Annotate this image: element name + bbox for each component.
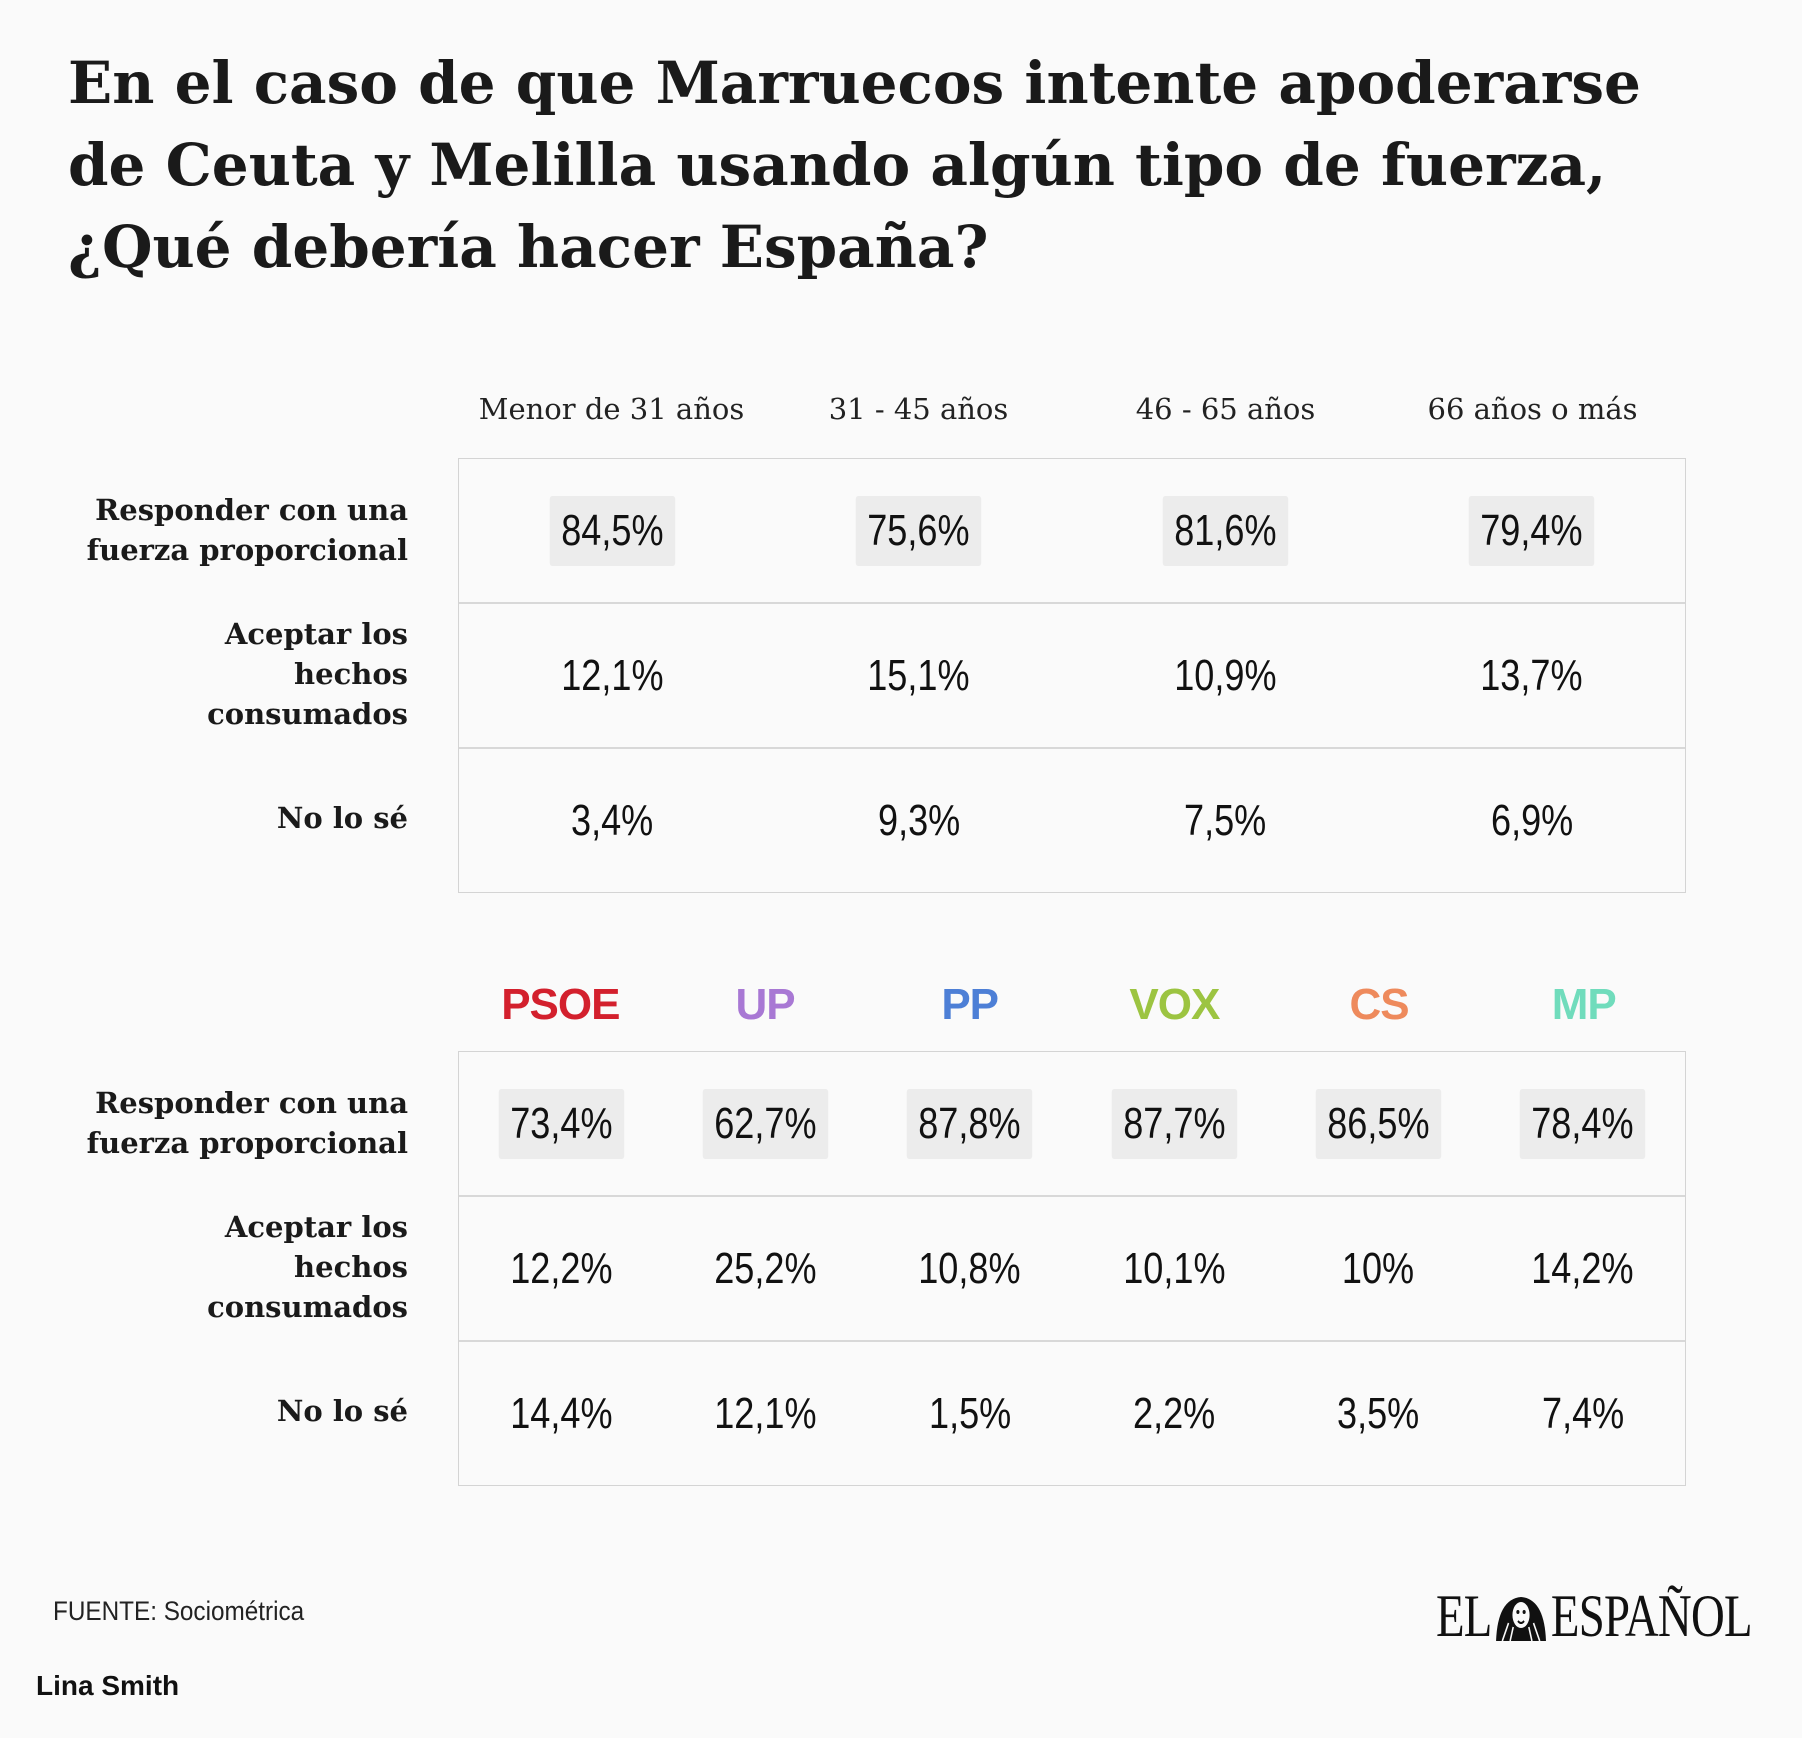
age-headers: Menor de 31 años 31 - 45 años 46 - 65 añ… [458,392,1686,426]
cell-value: 13,7% [1480,650,1583,700]
row-label: No lo sé [276,801,408,835]
table-row: 12,2% 25,2% 10,8% 10,1% 10% 14,2% [459,1197,1685,1342]
column-header: 66 años o más [1427,392,1638,426]
table-cell: 81,6% [1072,459,1379,602]
table-cell: 25,2% [663,1197,867,1340]
logo-text: EL [1436,1583,1492,1649]
party-headers: PSOE UP PP VOX CS MP [458,980,1686,1030]
row-label: Aceptar los hechos consumados [207,1210,408,1324]
table-cell: 75,6% [766,459,1073,602]
party-header: VOX [1129,980,1220,1029]
row-label: Responder con una fuerza proporcional [86,493,408,567]
column-header: 31 - 45 años [828,392,1009,426]
cell-value: 10% [1342,1243,1415,1293]
logo-text: ESPAÑOL [1550,1583,1753,1649]
cell-value: 7,4% [1541,1388,1624,1438]
cell-value: 25,2% [714,1243,817,1293]
cell-value: 12,1% [561,650,664,700]
cell-value: 12,2% [510,1243,613,1293]
table-cell: 7,4% [1481,1342,1685,1485]
cell-value: 62,7% [702,1088,829,1159]
table-cell: 6,9% [1379,749,1686,892]
table-cell: 3,4% [459,749,766,892]
table-cell: 12,1% [663,1342,867,1485]
cell-value: 86,5% [1315,1088,1442,1159]
source-note: FUENTE: Sociométrica [53,1596,305,1626]
table-cell: 15,1% [766,604,1073,747]
table-cell: 73,4% [459,1052,663,1195]
cell-value: 3,5% [1337,1388,1420,1438]
column-header: 46 - 65 años [1135,392,1316,426]
table-cell: 87,7% [1072,1052,1276,1195]
table-row: 3,4% 9,3% 7,5% 6,9% [459,749,1685,892]
cell-value: 79,4% [1469,495,1595,566]
table-cell: 78,4% [1481,1052,1685,1195]
cell-value: 3,4% [571,795,654,845]
row-label: Aceptar los hechos consumados [207,617,408,731]
cell-value: 9,3% [877,795,960,845]
cell-value: 14,4% [510,1388,613,1438]
cell-value: 81,6% [1162,495,1288,566]
table-cell: 12,1% [459,604,766,747]
table-cell: 7,5% [1072,749,1379,892]
page-title: En el caso de que Marruecos intente apod… [68,49,1641,281]
cell-value: 14,2% [1531,1243,1634,1293]
cell-value: 12,1% [714,1388,817,1438]
party-header: CS [1349,980,1409,1029]
el-espanol-logo: EL ESPAÑOL [1436,1582,1753,1651]
cell-value: 10,1% [1122,1243,1226,1293]
party-table: 73,4% 62,7% 87,8% 87,7% 86,5% 78,4% 12,2% 25,2%… [458,1051,1686,1486]
cell-value: 7,5% [1184,795,1267,845]
party-header: UP [735,980,795,1029]
cell-value: 75,6% [856,495,982,566]
table-cell: 87,8% [868,1052,1072,1195]
row-label: Responder con una fuerza proporcional [86,1086,408,1160]
party-header: PP [941,980,999,1029]
table-cell: 12,2% [459,1197,663,1340]
table-cell: 9,3% [766,749,1073,892]
column-header: Menor de 31 años [478,392,745,426]
row-label: No lo sé [276,1394,408,1428]
table-row: 73,4% 62,7% 87,8% 87,7% 86,5% 78,4% [459,1052,1685,1197]
lion-icon [1496,1596,1547,1641]
table-cell: 14,2% [1481,1197,1685,1340]
cell-value: 73,4% [498,1088,624,1159]
table-cell: 10,1% [1072,1197,1276,1340]
table-row: 84,5% 75,6% 81,6% 79,4% [459,459,1685,604]
table-cell: 2,2% [1072,1342,1276,1485]
cell-value: 78,4% [1520,1088,1646,1159]
cell-value: 2,2% [1133,1388,1216,1438]
party-header: MP [1551,980,1617,1029]
table-cell: 1,5% [868,1342,1072,1485]
table-cell: 86,5% [1276,1052,1480,1195]
table-cell: 13,7% [1379,604,1686,747]
party-header: PSOE [501,980,620,1029]
table-row: 12,1% 15,1% 10,9% 13,7% [459,604,1685,749]
cell-value: 15,1% [867,650,970,700]
cell-value: 10,8% [918,1243,1021,1293]
table-row: 14,4% 12,1% 1,5% 2,2% 3,5% 7,4% [459,1342,1685,1485]
cell-value: 84,5% [549,495,675,566]
cell-value: 10,9% [1174,650,1277,700]
author: Lina Smith [36,1670,180,1701]
table-cell: 10,9% [1072,604,1379,747]
cell-value: 1,5% [928,1388,1011,1438]
table-cell: 10% [1276,1197,1480,1340]
age-table: 84,5% 75,6% 81,6% 79,4% 12,1% 15,1% 10,9% 13,7%… [458,458,1686,893]
table-cell: 79,4% [1379,459,1686,602]
cell-value: 6,9% [1490,795,1573,845]
table-cell: 10,8% [868,1197,1072,1340]
cell-value: 87,7% [1111,1088,1237,1159]
cell-value: 87,8% [907,1088,1033,1159]
table-cell: 62,7% [663,1052,867,1195]
table-cell: 84,5% [459,459,766,602]
table-cell: 3,5% [1276,1342,1480,1485]
table-cell: 14,4% [459,1342,663,1485]
